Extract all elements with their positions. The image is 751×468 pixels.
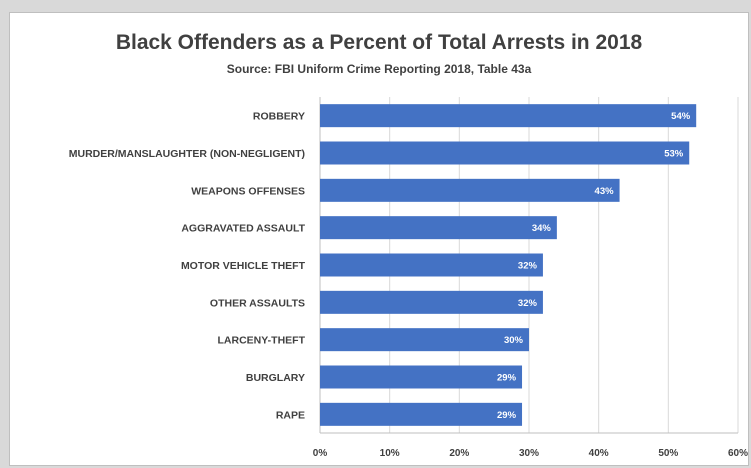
bar bbox=[320, 104, 697, 128]
category-label: OTHER ASSAULTS bbox=[210, 297, 305, 309]
bar-value-label: 43% bbox=[595, 186, 615, 197]
bar-value-label: 34% bbox=[532, 223, 552, 234]
chart-frame: Black Offenders as a Percent of Total Ar… bbox=[9, 12, 749, 466]
x-tick-label: 50% bbox=[658, 448, 678, 459]
bar-value-label: 30% bbox=[504, 335, 524, 346]
x-tick-label: 10% bbox=[380, 448, 400, 459]
bar bbox=[320, 253, 543, 277]
bar-value-label: 32% bbox=[518, 261, 538, 272]
category-label: WEAPONS OFFENSES bbox=[191, 185, 305, 197]
category-labels: ROBBERY MURDER/MANSLAUGHTER (NON-NEGLIGEN… bbox=[69, 111, 306, 422]
x-tick-label: 60% bbox=[728, 448, 748, 459]
x-tick-label: 30% bbox=[519, 448, 539, 459]
bar-value-label: 29% bbox=[497, 373, 517, 384]
bar bbox=[320, 328, 529, 352]
bars: 54% 53% 43% 34% 32% 32% 30% 29% 29% bbox=[320, 104, 697, 426]
x-tick-labels: 0% 10% 20% 30% 40% 50% 60% bbox=[313, 448, 748, 459]
bar bbox=[320, 365, 523, 389]
category-label: MOTOR VEHICLE THEFT bbox=[181, 260, 306, 272]
bar bbox=[320, 402, 523, 426]
category-label: BURGLARY bbox=[246, 372, 305, 384]
bar-value-label: 32% bbox=[518, 298, 538, 309]
chart-title: Black Offenders as a Percent of Total Ar… bbox=[115, 31, 643, 54]
bar bbox=[320, 178, 620, 202]
chart-subtitle: Source: FBI Uniform Crime Reporting 2018… bbox=[226, 62, 532, 76]
bar bbox=[320, 141, 690, 165]
category-label: ROBBERY bbox=[253, 111, 305, 123]
x-tick-label: 40% bbox=[589, 448, 609, 459]
bar bbox=[320, 290, 543, 314]
x-tick-label: 20% bbox=[449, 448, 469, 459]
bar-value-label: 53% bbox=[664, 149, 684, 160]
bar bbox=[320, 216, 557, 240]
category-label: MURDER/MANSLAUGHTER (NON-NEGLIGENT) bbox=[69, 148, 305, 160]
category-label: LARCENY-THEFT bbox=[218, 335, 306, 347]
bar-value-label: 54% bbox=[671, 111, 691, 122]
category-label: AGGRAVATED ASSAULT bbox=[181, 223, 305, 235]
category-label: RAPE bbox=[276, 409, 305, 421]
bar-value-label: 29% bbox=[497, 410, 517, 421]
x-tick-label: 0% bbox=[313, 448, 328, 459]
